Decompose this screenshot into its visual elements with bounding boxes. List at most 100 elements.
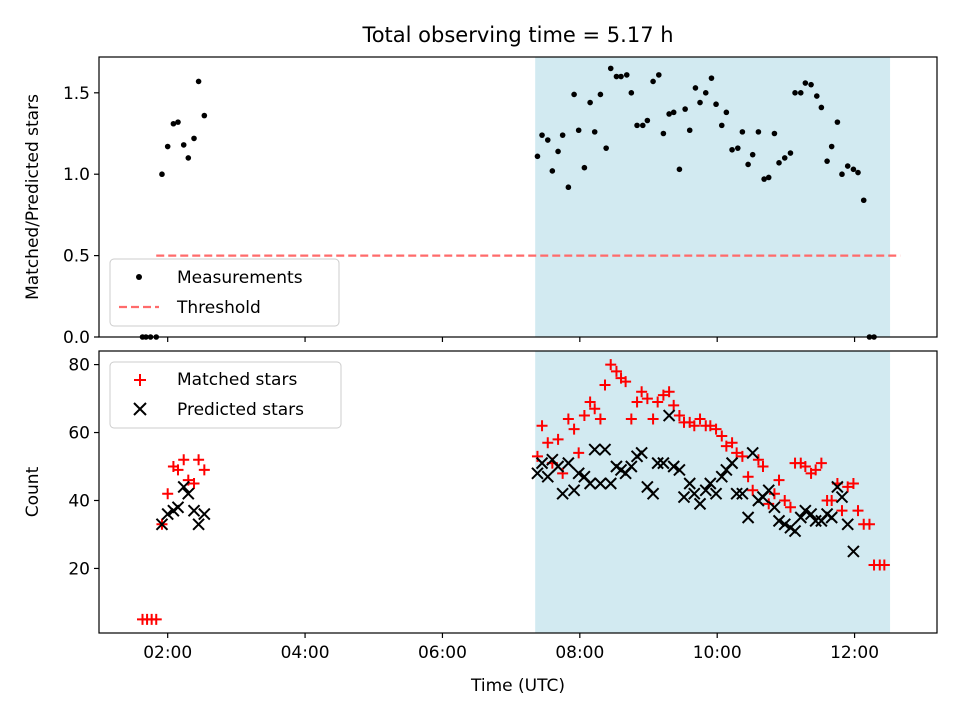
y-tick-label: 1.5	[63, 84, 90, 104]
measurement-point	[534, 153, 541, 160]
predicted-star-point	[182, 487, 195, 500]
measurement-point	[813, 93, 820, 99]
predicted-star-point	[646, 487, 660, 500]
measurement-point	[660, 130, 667, 137]
measurement-point	[559, 132, 566, 138]
legend-predicted-label: Predicted stars	[177, 400, 304, 420]
matched-star-point	[826, 494, 838, 506]
matched-star-point	[636, 386, 648, 398]
predicted-star-point	[171, 501, 185, 514]
predicted-star-point	[551, 460, 565, 473]
predicted-star-point	[177, 480, 190, 494]
x-tick-label: 06:00	[418, 643, 467, 663]
matched-star-point	[810, 464, 822, 476]
matched-star-point	[673, 410, 685, 422]
predicted-star-point	[667, 460, 680, 473]
x-tick-label: 08:00	[555, 643, 604, 663]
measurement-point	[164, 143, 171, 150]
matched-star-point	[842, 481, 854, 493]
count-x-axis: 02:00 04:00 06:00 08:00 10:00 12:00	[143, 633, 879, 663]
predicted-star-point	[825, 511, 838, 524]
measurement-point	[718, 122, 725, 129]
predicted-star-point	[772, 514, 786, 528]
predicted-star-point	[567, 484, 581, 497]
predicted-star-point	[778, 518, 791, 531]
predicted-star-point	[715, 470, 728, 483]
measurement-point	[597, 91, 604, 98]
observing-window-shade	[535, 351, 891, 633]
measurement-point	[565, 184, 572, 191]
measurement-point	[159, 171, 165, 178]
matched-star-point	[757, 461, 769, 473]
measurement-point	[713, 101, 719, 108]
matched-star-point	[657, 389, 669, 401]
predicted-star-point	[847, 545, 860, 558]
measurement-point	[808, 81, 814, 88]
predicted-star-point	[677, 490, 691, 504]
matched-star-point	[836, 505, 848, 517]
count-y-axis: 20 40 60 80	[68, 356, 99, 579]
measurement-point	[634, 122, 640, 129]
predicted-star-point	[635, 446, 648, 460]
predicted-star-point	[625, 460, 638, 473]
ratio-panel: 0.0 0.5 1.0 1.5 Matched/Predicted stars Mea…	[23, 56, 938, 348]
ratio-y-axis: 0.0 0.5 1.0 1.5	[63, 84, 99, 348]
predicted-star-point	[657, 456, 670, 470]
measurement-point	[185, 155, 192, 161]
measurement-point	[797, 90, 804, 96]
measurement-point	[745, 161, 751, 168]
matched-star-point	[784, 501, 796, 513]
matched-star-point	[198, 464, 210, 476]
predicted-star-point	[683, 477, 696, 490]
measurement-point	[575, 127, 582, 134]
matched-star-point	[631, 396, 643, 408]
measurement-point	[175, 119, 181, 125]
measurement-point	[591, 129, 598, 135]
count-y-axis-label: Count	[23, 466, 43, 517]
matched-star-point	[736, 450, 748, 462]
count-legend: Matched stars Predicted stars	[109, 361, 342, 429]
y-tick-label: 80	[68, 356, 90, 376]
measurement-point	[765, 174, 772, 181]
x-tick-label: 10:00	[693, 643, 742, 663]
matched-star-point	[652, 396, 664, 408]
matched-star-point	[752, 454, 764, 466]
matched-star-point	[878, 559, 890, 571]
measurement-point	[802, 80, 809, 86]
y-tick-label: 40	[68, 491, 90, 511]
measurement-point	[771, 130, 778, 137]
measurement-point	[723, 109, 730, 116]
matched-star-point	[742, 471, 754, 483]
matched-star-point	[562, 413, 574, 425]
measurement-points	[139, 65, 877, 340]
matched-star-point	[162, 488, 174, 500]
measurement-point	[686, 127, 693, 134]
matched-star-point	[668, 399, 680, 411]
legend-matched-label: Matched stars	[177, 370, 297, 390]
measurement-point	[781, 155, 788, 161]
predicted-star-point	[198, 507, 211, 521]
measurement-point	[549, 168, 556, 174]
chart-title: Total observing time = 5.17 h	[361, 23, 673, 47]
matched-star-point	[710, 423, 722, 435]
measurement-point	[613, 73, 620, 80]
measurement-point	[201, 112, 208, 119]
predicted-star-point	[794, 511, 807, 524]
measurement-point	[755, 129, 762, 135]
measurement-point	[792, 90, 798, 96]
y-tick-label: 60	[68, 424, 90, 444]
measurement-point	[824, 158, 830, 164]
matched-star-point	[182, 474, 194, 486]
predicted-star-point	[662, 409, 676, 422]
x-tick-label: 04:00	[281, 643, 330, 663]
measurement-point	[761, 176, 767, 182]
measurement-point	[860, 197, 867, 204]
legend-measurements-label: Measurements	[177, 268, 303, 288]
measurement-point	[839, 171, 845, 178]
matched-star-point	[720, 440, 732, 452]
matched-star-point	[589, 403, 601, 415]
legend-matched-marker	[134, 374, 146, 386]
matched-star-point	[568, 423, 580, 435]
